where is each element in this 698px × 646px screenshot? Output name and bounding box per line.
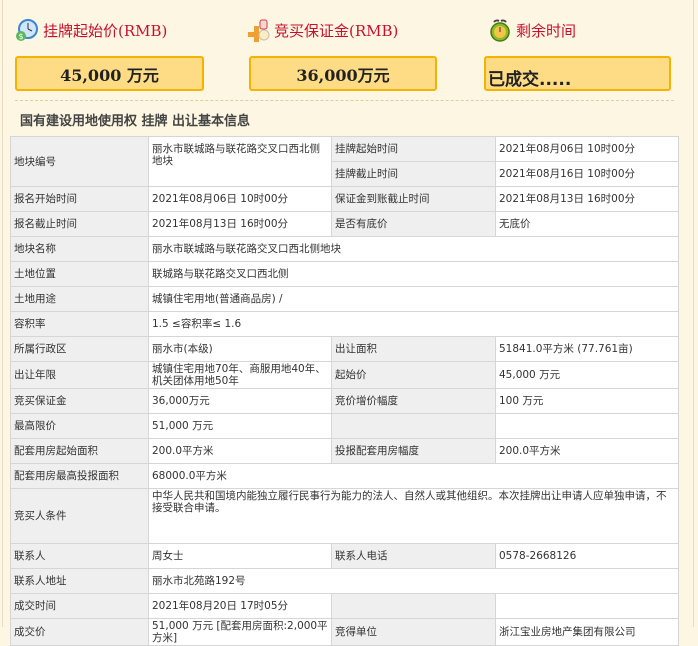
field-label: 出让年限 <box>10 361 149 389</box>
start-price-value: 45,000 万元 <box>15 56 204 91</box>
field-label: 配套用房最高投报面积 <box>10 463 149 489</box>
field-label: 所属行政区 <box>10 336 149 362</box>
svg-text:$: $ <box>19 32 24 41</box>
field-value <box>495 593 679 619</box>
coins-icon <box>246 18 270 42</box>
page-frame <box>2 0 694 627</box>
field-value: 68000.0平方米 <box>148 463 679 489</box>
table-row: 竞买人条件 中华人民共和国境内能独立履行民事行为能力的法人、自然人或其他组织。本次… <box>10 488 679 544</box>
field-label: 联系人地址 <box>10 568 149 594</box>
table-row: 配套用房最高投报面积 68000.0平方米 <box>10 463 679 489</box>
table-row: 竞买保证金 36,000万元 竞价增价幅度 100 万元 <box>10 388 679 414</box>
field-label: 挂牌截止时间 <box>331 161 496 187</box>
field-label: 地块编号 <box>10 136 149 187</box>
field-label: 投报配套用房幅度 <box>331 438 496 464</box>
field-value: 中华人民共和国境内能独立履行民事行为能力的法人、自然人或其他组织。本次挂牌出让申… <box>148 488 679 544</box>
field-label: 报名截止时间 <box>10 211 149 237</box>
field-label: 保证金到账截止时间 <box>331 186 496 212</box>
field-label: 是否有底价 <box>331 211 496 237</box>
table-row: 容积率 1.5 ≤容积率≤ 1.6 <box>10 311 679 337</box>
field-value: 丽水市联城路与联花路交叉口西北侧地块 <box>148 136 332 187</box>
divider <box>15 100 674 101</box>
table-row: 出让年限 城镇住宅用地70年、商服用地40年、机关团体用地50年 起始价 45,000… <box>10 361 679 389</box>
field-label: 成交价 <box>10 618 149 646</box>
field-label: 联系人 <box>10 543 149 569</box>
table-row: 地块编号 丽水市联城路与联花路交叉口西北侧地块 挂牌起始时间 2021年08月06日 … <box>10 136 679 187</box>
field-label: 竞买保证金 <box>10 388 149 414</box>
field-value: 城镇住宅用地70年、商服用地40年、机关团体用地50年 <box>148 361 332 389</box>
field-value: 周女士 <box>148 543 332 569</box>
table-row: 最高限价 51,000 万元 <box>10 413 679 439</box>
field-label: 配套用房起始面积 <box>10 438 149 464</box>
field-value: 200.0平方米 <box>495 438 679 464</box>
field-label: 土地用途 <box>10 286 149 312</box>
table-row: 联系人地址 丽水市北苑路192号 <box>10 568 679 594</box>
field-value: 51841.0平方米 (77.761亩) <box>495 336 679 362</box>
field-value: 51,000 万元 <box>148 413 332 439</box>
table-row: 成交价 51,000 万元 [配套用房面积:2,000平方米] 竞得单位 浙江宝业房地… <box>10 618 679 646</box>
table-row: 所属行政区 丽水市(本级) 出让面积 51841.0平方米 (77.761亩) <box>10 336 679 362</box>
field-label: 竞价增价幅度 <box>331 388 496 414</box>
field-value: 0578-2668126 <box>495 543 679 569</box>
field-value: 2021年08月06日 10时00分 <box>148 186 332 212</box>
field-value: 1.5 ≤容积率≤ 1.6 <box>148 311 679 337</box>
field-value: 2021年08月13日 16时00分 <box>495 186 679 212</box>
deposit-header: 竞买保证金(RMB) <box>246 18 398 42</box>
field-label: 起始价 <box>331 361 496 389</box>
field-label: 竞得单位 <box>331 618 496 646</box>
start-price-label: 挂牌起始价(RMB) <box>43 21 168 40</box>
clock-money-icon: $ <box>15 18 39 42</box>
field-value: 浙江宝业房地产集团有限公司 <box>495 618 679 646</box>
field-value: 丽水市联城路与联花路交叉口西北侧地块 <box>148 236 679 262</box>
field-value: 36,000万元 <box>148 388 332 414</box>
table-row: 成交时间 2021年08月20日 17时05分 <box>10 593 679 619</box>
remaining-time-value: 已成交..... <box>484 56 671 91</box>
field-label: 出让面积 <box>331 336 496 362</box>
table-row: 挂牌截止时间 2021年08月16日 10时00分 <box>11 161 679 187</box>
field-value: 51,000 万元 [配套用房面积:2,000平方米] <box>148 618 332 646</box>
field-value: 2021年08月16日 10时00分 <box>495 161 679 187</box>
field-label: 挂牌起始时间 <box>331 136 496 162</box>
field-label: 成交时间 <box>10 593 149 619</box>
field-value: 100 万元 <box>495 388 679 414</box>
deposit-value: 36,000万元 <box>249 56 437 91</box>
land-info-table: 地块编号 丽水市联城路与联花路交叉口西北侧地块 挂牌起始时间 2021年08月06日 … <box>10 136 679 646</box>
field-label: 联系人电话 <box>331 543 496 569</box>
field-value: 2021年08月20日 17时05分 <box>148 593 332 619</box>
field-value <box>495 413 679 439</box>
remaining-time-label: 剩余时间 <box>516 21 577 40</box>
table-row: 地块名称 丽水市联城路与联花路交叉口西北侧地块 <box>10 236 679 262</box>
field-value: 2021年08月13日 16时00分 <box>148 211 332 237</box>
table-row: 报名截止时间 2021年08月13日 16时00分 是否有底价 无底价 <box>10 211 679 237</box>
field-label: 土地位置 <box>10 261 149 287</box>
field-value: 城镇住宅用地(普通商品房) / <box>148 286 679 312</box>
field-label <box>331 593 496 619</box>
field-label <box>331 413 496 439</box>
remaining-time-header: 剩余时间 <box>488 18 576 42</box>
start-price-header: $ 挂牌起始价(RMB) <box>15 18 167 42</box>
table-row: 配套用房起始面积 200.0平方米 投报配套用房幅度 200.0平方米 <box>10 438 679 464</box>
field-value: 45,000 万元 <box>495 361 679 389</box>
field-value: 丽水市北苑路192号 <box>148 568 679 594</box>
table-row: 报名开始时间 2021年08月06日 10时00分 保证金到账截止时间 2021年08… <box>10 186 679 212</box>
deposit-label: 竞买保证金(RMB) <box>274 21 399 40</box>
field-label: 报名开始时间 <box>10 186 149 212</box>
section-title: 国有建设用地使用权 挂牌 出让基本信息 <box>20 114 251 129</box>
field-value: 2021年08月06日 10时00分 <box>495 136 679 162</box>
field-value: 联城路与联花路交叉口西北侧 <box>148 261 679 287</box>
field-value: 丽水市(本级) <box>148 336 332 362</box>
field-label: 容积率 <box>10 311 149 337</box>
alarm-clock-icon <box>488 18 512 42</box>
field-label: 地块名称 <box>10 236 149 262</box>
table-row: 土地位置 联城路与联花路交叉口西北侧 <box>10 261 679 287</box>
field-label: 竞买人条件 <box>10 488 149 544</box>
table-row: 联系人 周女士 联系人电话 0578-2668126 <box>10 543 679 569</box>
table-row: 土地用途 城镇住宅用地(普通商品房) / <box>10 286 679 312</box>
field-value: 200.0平方米 <box>148 438 332 464</box>
field-label: 最高限价 <box>10 413 149 439</box>
field-value: 无底价 <box>495 211 679 237</box>
